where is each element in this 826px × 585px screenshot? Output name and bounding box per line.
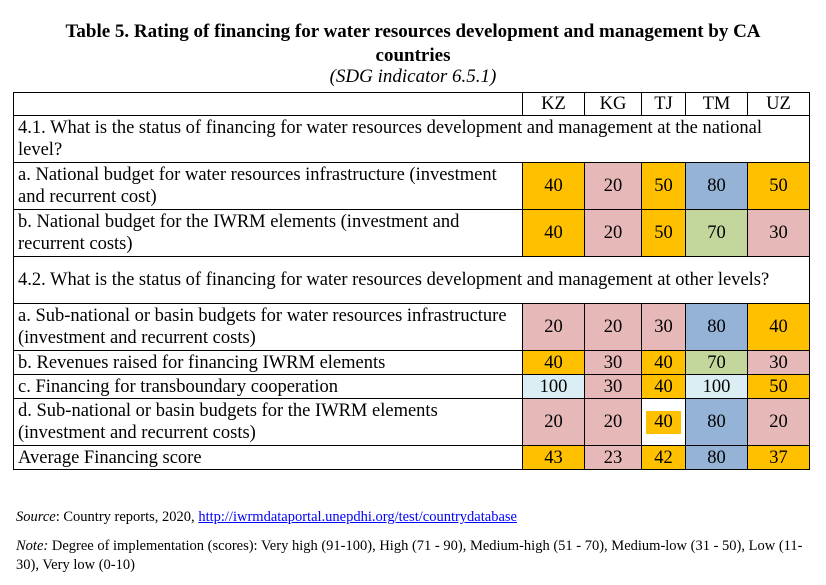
table-row: c. Financing for transboundary cooperati… [13,374,810,399]
value-cell: 80 [685,303,748,351]
value-cell: 30 [584,350,642,375]
col-header-tj: TJ [641,92,686,116]
value-cell: 50 [641,209,686,257]
table-subtitle: (SDG indicator 6.5.1) [329,66,497,87]
row-label-transboundary: c. Financing for transboundary cooperati… [13,374,523,399]
value-cell: 70 [685,350,748,375]
table-row: a. Sub-national or basin budgets for wat… [13,303,810,351]
value-cell: 20 [584,303,642,351]
col-header-kz: KZ [522,92,585,116]
value-cell: 30 [641,303,686,351]
value-cell: 40 [522,350,585,375]
value-cell: 40 [646,410,681,434]
value-cell: 20 [584,209,642,257]
value-cell: 50 [747,162,810,210]
source-note: Source: Country reports, 2020, http://iw… [16,508,517,526]
col-header-uz: UZ [747,92,810,116]
value-cell: 30 [584,374,642,399]
table-row: a. National budget for water resources i… [13,162,810,210]
value-cell: 70 [685,209,748,257]
split-value-cell: 40 [641,398,686,446]
row-label-national-infrastructure: a. National budget for water resources i… [13,162,523,210]
value-cell: 40 [747,303,810,351]
note-label: Note: [16,538,49,554]
row-label-subnational-infrastructure: a. Sub-national or basin budgets for wat… [13,303,523,351]
value-cell: 30 [747,209,810,257]
average-cell: 80 [685,445,748,470]
table-row: d. Sub-national or basin budgets for the… [13,398,810,446]
table-row: b. Revenues raised for financing IWRM el… [13,350,810,375]
average-row: Average Financing score 43 23 42 80 37 [13,445,810,470]
title-line-2: countries [375,45,451,66]
value-cell: 100 [522,374,585,399]
col-header-tm: TM [685,92,748,116]
financing-table: KZ KG TJ TM UZ 4.1. What is the status o… [13,92,810,470]
average-cell: 42 [641,445,686,470]
value-cell: 40 [641,374,686,399]
row-label-national-iwrm: b. National budget for the IWRM elements… [13,209,523,257]
section-national-label: 4.1. What is the status of financing for… [13,115,810,163]
value-cell: 50 [641,162,686,210]
value-cell: 20 [522,303,585,351]
section-other-levels-label: 4.2. What is the status of financing for… [13,256,810,304]
row-label-subnational-iwrm: d. Sub-national or basin budgets for the… [13,398,523,446]
average-cell: 23 [584,445,642,470]
value-cell: 20 [584,162,642,210]
average-cell: 43 [522,445,585,470]
col-header-kg: KG [584,92,642,116]
row-label-average: Average Financing score [13,445,523,470]
value-cell: 20 [747,398,810,446]
value-cell: 30 [747,350,810,375]
title-line-1: Table 5. Rating of financing for water r… [65,21,761,42]
value-cell: 40 [641,350,686,375]
row-label-revenues: b. Revenues raised for financing IWRM el… [13,350,523,375]
source-text: : Country reports, 2020, [55,509,199,525]
value-cell: 20 [522,398,585,446]
value-cell: 50 [747,374,810,399]
value-cell: 20 [584,398,642,446]
header-empty-cell [13,92,523,116]
source-label: Source [16,509,56,525]
header-row: KZ KG TJ TM UZ [13,92,810,116]
section-row-other-levels: 4.2. What is the status of financing for… [13,256,810,304]
average-cell: 37 [747,445,810,470]
table-title: Table 5. Rating of financing for water r… [0,20,826,68]
value-cell: 40 [522,162,585,210]
value-cell: 100 [685,374,748,399]
value-cell: 40 [522,209,585,257]
section-row-national: 4.1. What is the status of financing for… [13,115,810,163]
source-link[interactable]: http://iwrmdataportal.unepdhi.org/test/c… [198,509,517,525]
scores-note: Note: Degree of implementation (scores):… [16,537,811,575]
value-cell: 80 [685,398,748,446]
value-cell: 80 [685,162,748,210]
table-row: b. National budget for the IWRM elements… [13,209,810,257]
note-text: Degree of implementation (scores): Very … [16,538,803,573]
